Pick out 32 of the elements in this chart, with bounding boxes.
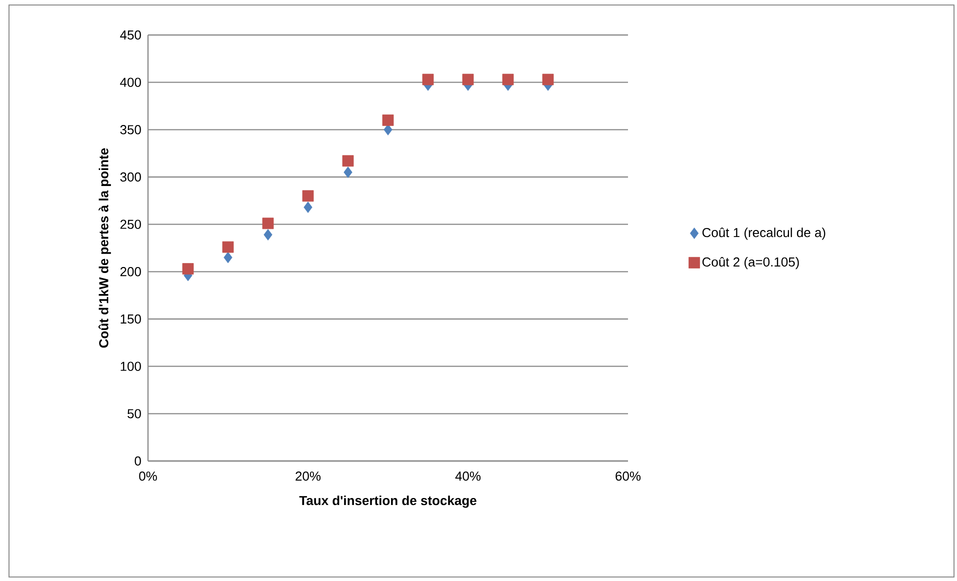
x-tick-label: 20% [296,472,321,481]
point [502,74,514,86]
point [222,241,234,253]
point [342,155,354,167]
point [302,190,314,202]
y-axis-title: Coût d'1kW de pertes à la pointe [98,148,111,348]
legend-label: Coût 2 (a=0.105) [702,256,799,270]
point [224,252,232,264]
point [344,166,352,178]
y-tick-label: 150 [120,314,141,324]
point [264,229,272,240]
point [304,202,312,213]
x-tick-label: 60% [616,472,641,481]
point [182,263,194,275]
y-tick-label: 50 [128,409,141,418]
y-tick-label: 450 [120,30,141,40]
y-tick-label: 250 [120,220,141,229]
x-tick-label: 40% [455,472,481,481]
point [462,74,474,86]
legend-label: Coût 1 (recalcul de a) [702,228,826,240]
y-tick-label: 100 [120,362,141,371]
y-tick-label: 0 [134,456,141,466]
y-tick-label: 350 [120,125,141,134]
point [382,114,394,126]
y-tick-label: 400 [120,78,141,87]
point [542,74,554,86]
x-axis-title: Taux d'insertion de stockage [299,496,476,508]
point [262,218,274,230]
y-tick-label: 200 [120,267,141,276]
x-tick-label: 0% [139,472,157,481]
y-tick-label: 300 [120,172,141,182]
point [422,74,434,86]
